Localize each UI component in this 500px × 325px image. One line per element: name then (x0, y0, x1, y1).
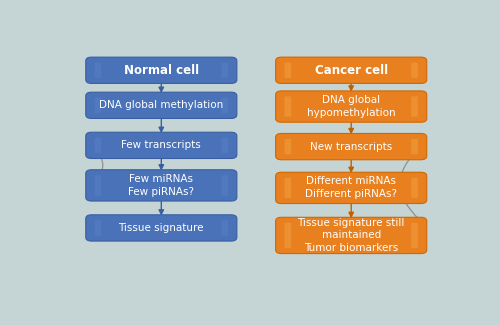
FancyBboxPatch shape (94, 98, 101, 113)
FancyBboxPatch shape (86, 57, 237, 84)
FancyBboxPatch shape (411, 178, 418, 198)
FancyBboxPatch shape (411, 223, 418, 248)
FancyBboxPatch shape (284, 178, 291, 198)
FancyBboxPatch shape (94, 63, 101, 78)
FancyBboxPatch shape (222, 138, 228, 153)
FancyBboxPatch shape (284, 139, 291, 154)
Text: DNA global
hypomethylation: DNA global hypomethylation (307, 95, 396, 118)
Text: Cancer cell: Cancer cell (314, 64, 388, 77)
Text: Tissue signature still
maintained
Tumor biomarkers: Tissue signature still maintained Tumor … (298, 218, 405, 253)
FancyBboxPatch shape (222, 220, 228, 236)
FancyBboxPatch shape (276, 134, 427, 160)
Text: New transcripts: New transcripts (310, 142, 392, 151)
FancyBboxPatch shape (94, 220, 101, 236)
FancyBboxPatch shape (276, 91, 427, 122)
FancyBboxPatch shape (94, 175, 101, 196)
FancyBboxPatch shape (222, 98, 228, 113)
FancyBboxPatch shape (411, 139, 418, 154)
FancyBboxPatch shape (86, 215, 237, 241)
FancyBboxPatch shape (222, 63, 228, 78)
FancyBboxPatch shape (276, 57, 427, 84)
Text: Normal cell: Normal cell (124, 64, 199, 77)
Text: Few transcripts: Few transcripts (122, 140, 201, 150)
Text: Few miRNAs
Few piRNAs?: Few miRNAs Few piRNAs? (128, 174, 194, 197)
FancyBboxPatch shape (276, 217, 427, 254)
FancyBboxPatch shape (94, 138, 101, 153)
FancyBboxPatch shape (284, 223, 291, 248)
FancyBboxPatch shape (222, 175, 228, 196)
FancyBboxPatch shape (86, 132, 237, 159)
FancyBboxPatch shape (284, 63, 291, 78)
Text: Tissue signature: Tissue signature (118, 223, 204, 233)
FancyBboxPatch shape (411, 97, 418, 117)
FancyBboxPatch shape (86, 170, 237, 201)
Text: DNA global methylation: DNA global methylation (99, 100, 224, 110)
Text: Different miRNAs
Different piRNAs?: Different miRNAs Different piRNAs? (305, 176, 397, 199)
FancyBboxPatch shape (411, 63, 418, 78)
FancyBboxPatch shape (284, 97, 291, 117)
FancyBboxPatch shape (276, 172, 427, 203)
FancyBboxPatch shape (86, 92, 237, 118)
